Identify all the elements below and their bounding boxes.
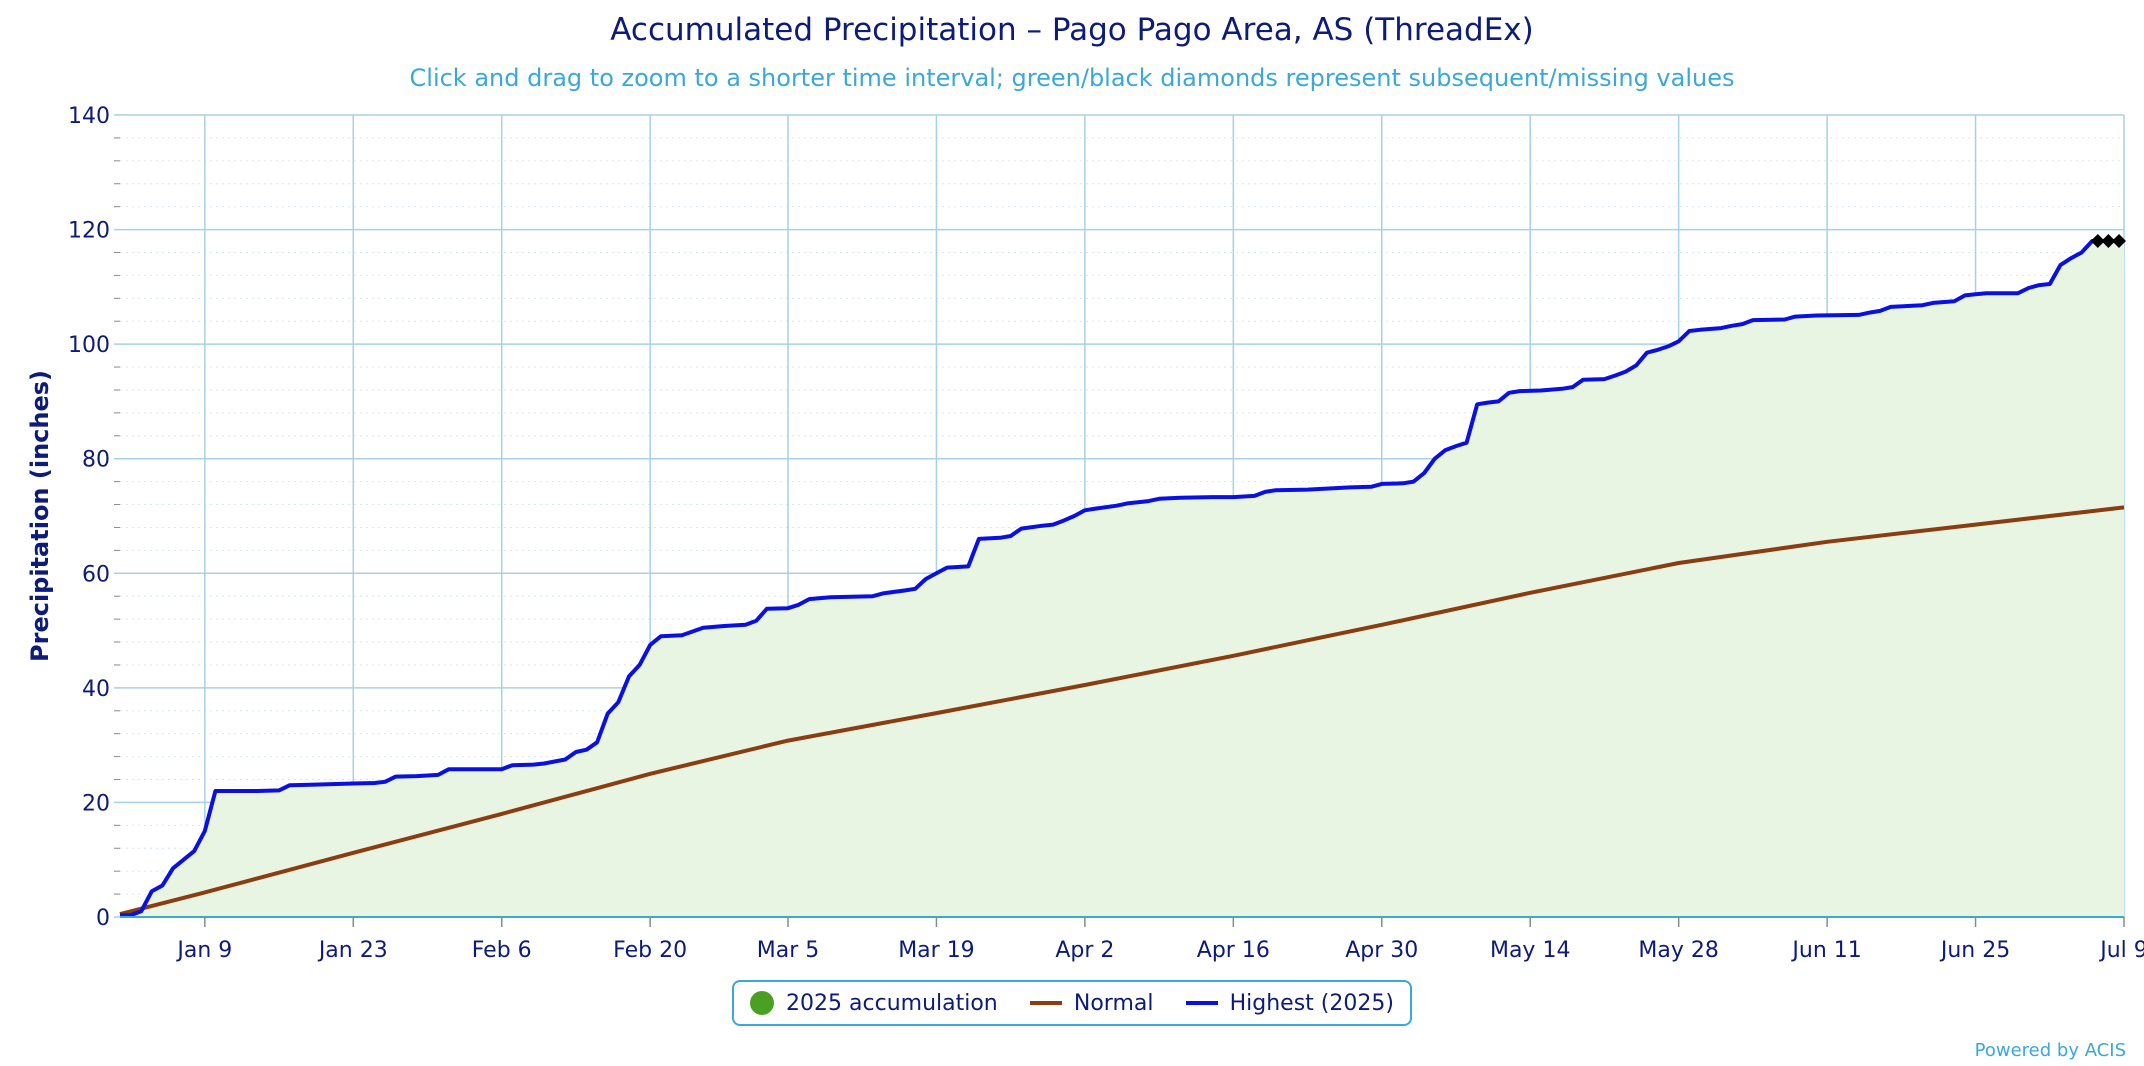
y-axis-label: Precipitation (inches) <box>26 370 54 662</box>
chart-title: Accumulated Precipitation – Pago Pago Ar… <box>610 12 1534 48</box>
missing-value-diamond <box>2101 234 2116 249</box>
legend-label-accumulation: 2025 accumulation <box>786 990 998 1016</box>
legend: 2025 accumulation Normal Highest (2025) <box>732 980 1412 1026</box>
x-tick-label: Mar 5 <box>757 938 820 963</box>
x-tick-label: Jan 23 <box>317 938 388 963</box>
x-tick-label: Feb 20 <box>613 938 687 963</box>
acis-credit-link[interactable]: Powered by ACIS <box>1974 1040 2126 1061</box>
missing-value-diamond <box>2112 234 2126 249</box>
y-tick-label: 120 <box>68 219 110 244</box>
y-tick-label: 0 <box>96 906 110 931</box>
legend-label-normal: Normal <box>1073 990 1154 1016</box>
x-tick-label: Feb 6 <box>472 938 532 963</box>
y-tick-label: 60 <box>82 562 110 587</box>
x-tick-label: Apr 2 <box>1055 938 1114 963</box>
highest-series-line <box>120 239 2124 918</box>
brown-line-icon <box>1029 1001 1062 1005</box>
legend-label-highest: Highest (2025) <box>1229 990 1394 1016</box>
y-tick-label: 140 <box>68 104 110 129</box>
x-tick-label: Apr 30 <box>1345 938 1418 963</box>
x-tick-label: Jun 25 <box>1939 938 2010 963</box>
x-tick-label: Mar 19 <box>898 938 975 963</box>
y-tick-label: 40 <box>82 677 110 702</box>
x-tick-label: Jul 9 <box>2098 938 2144 963</box>
x-tick-label: May 14 <box>1490 938 1570 963</box>
axis-layer: 0 20 40 60 80 100 120 140 Jan 9 Jan 23 Feb 6 Feb 20… <box>68 104 2144 963</box>
green-dot-icon <box>750 991 775 1015</box>
accumulation-area <box>120 241 2124 917</box>
legend-item-normal[interactable]: Normal <box>1029 990 1154 1016</box>
blue-line-icon <box>1185 1001 1218 1005</box>
legend-item-accumulation[interactable]: 2025 accumulation <box>750 991 998 1016</box>
y-tick-label: 80 <box>82 448 110 473</box>
legend-item-highest[interactable]: Highest (2025) <box>1185 990 1394 1016</box>
y-tick-label: 100 <box>68 333 110 358</box>
x-tick-label: Apr 16 <box>1197 938 1270 963</box>
x-tick-label: Jun 11 <box>1790 938 1861 963</box>
chart-subtitle: Click and drag to zoom to a shorter time… <box>409 64 1735 92</box>
x-tick-label: May 28 <box>1638 938 1718 963</box>
x-tick-label: Jan 9 <box>175 938 232 963</box>
normal-series-line <box>119 505 2125 917</box>
missing-value-diamond <box>2090 234 2105 249</box>
series-layer <box>119 234 2126 918</box>
y-tick-label: 20 <box>82 791 110 816</box>
